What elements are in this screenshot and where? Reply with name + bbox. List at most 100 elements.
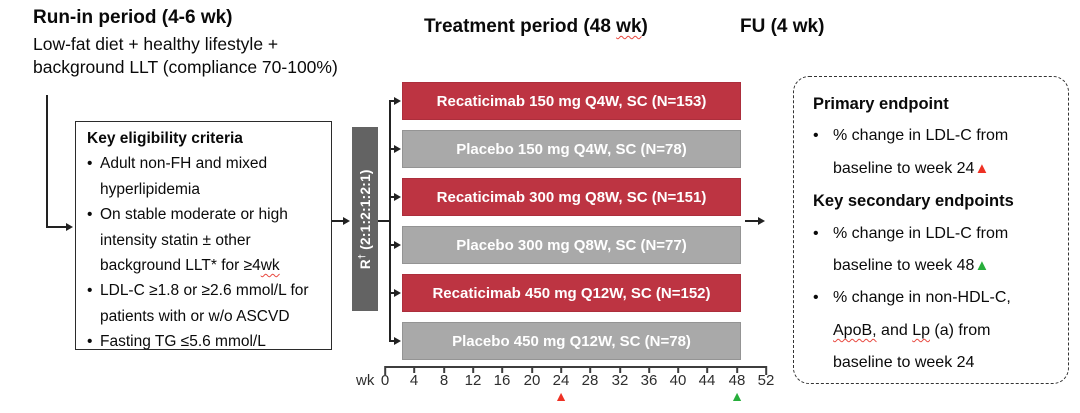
axis-tick	[443, 366, 445, 373]
box-to-rand-line	[332, 220, 344, 222]
bullet-icon: •	[87, 155, 93, 173]
branch-stub-line	[389, 292, 395, 294]
endpoint-text: (a) from	[929, 321, 991, 339]
week-axis-line	[385, 366, 766, 368]
arm-placebo-150-q4w: Placebo 150 mg Q4W, SC (N=78)	[402, 130, 741, 168]
secondary-endpoint-marker-icon: ▲	[730, 388, 744, 404]
eligibility-text: hyperlipidemia	[100, 180, 200, 198]
bullet-icon: •	[87, 333, 93, 351]
week-tick-label: 12	[464, 372, 482, 389]
week-tick-label: 4	[409, 372, 419, 389]
arms-to-panel-line	[745, 220, 759, 222]
branch-stub-line	[389, 100, 395, 102]
eligibility-item: • LDL-C ≥1.8 or ≥2.6 mmol/L for	[87, 278, 321, 303]
axis-tick	[501, 366, 503, 373]
axis-tick	[531, 366, 533, 373]
rand-to-spine-line	[378, 220, 390, 222]
axis-tick	[413, 366, 415, 373]
week-tick-label: 20	[523, 372, 541, 389]
week-tick-label: 36	[640, 372, 658, 389]
eligibility-text: LDL-C ≥1.8 or ≥2.6 mmol/L for	[100, 282, 309, 300]
randomization-bar: R† (2:1:2:1:2:1)	[352, 127, 378, 311]
box-to-rand-arrowhead-icon	[343, 216, 350, 225]
axis-tick	[619, 366, 621, 373]
endpoint-text-wavy: ApoB,	[833, 321, 877, 339]
endpoint-item-cont: baseline to week 24	[813, 347, 1054, 379]
bullet-icon: •	[813, 127, 819, 145]
endpoint-text: % change in non-HDL-C,	[833, 289, 1011, 307]
endpoints-panel: Primary endpoint • % change in LDL-C from…	[793, 76, 1069, 384]
green-triangle-icon: ▲	[974, 257, 990, 275]
axis-tick	[736, 366, 738, 373]
eligibility-item-cont: intensity statin ± other	[87, 228, 321, 253]
treatment-period-title: Treatment period (48 wk)	[424, 16, 648, 38]
axis-tick	[472, 366, 474, 373]
bullet-icon: •	[87, 282, 93, 300]
bullet-icon: •	[87, 206, 93, 224]
axis-tick	[589, 366, 591, 373]
axis-tick	[648, 366, 650, 373]
eligibility-item-cont: hyperlipidemia	[87, 177, 321, 202]
eligibility-text: Adult non-FH and mixed	[100, 155, 268, 173]
arm-placebo-300-q8w: Placebo 300 mg Q8W, SC (N=77)	[402, 226, 741, 264]
branch-stub-line	[389, 244, 395, 246]
endpoint-item: • % change in LDL-C from	[813, 218, 1054, 250]
eligibility-item: • Adult non-FH and mixed	[87, 151, 321, 176]
eligibility-box: Key eligibility criteria • Adult non-FH a…	[75, 121, 332, 350]
week-tick-label: 32	[611, 372, 629, 389]
endpoint-text: baseline to week 48	[833, 257, 975, 275]
branch-spine-line	[389, 101, 391, 341]
eligibility-text: patients with or w/o ASCVD	[100, 307, 290, 325]
endpoint-text: baseline to week 24	[833, 354, 975, 372]
eligibility-text: On stable moderate or high	[100, 206, 288, 224]
arms-to-panel-arrowhead-icon	[758, 216, 765, 225]
axis-tick	[677, 366, 679, 373]
eligibility-title: Key eligibility criteria	[87, 130, 243, 147]
endpoint-item-cont: baseline to week 48 ▲	[813, 250, 1054, 282]
branch-arrowhead-icon	[394, 96, 401, 105]
endpoint-text: and	[876, 321, 913, 339]
endpoint-item: • % change in non-HDL-C,	[813, 282, 1054, 314]
axis-tick	[560, 366, 562, 373]
week-tick-label: 24	[552, 372, 570, 389]
eligibility-text: intensity statin ± other	[100, 231, 251, 249]
branch-arrowhead-icon	[394, 192, 401, 201]
arm-placebo-450-q12w: Placebo 450 mg Q12W, SC (N=78)	[402, 322, 741, 360]
axis-tick	[706, 366, 708, 373]
eligibility-text: background LLT* for ≥4	[100, 257, 261, 275]
secondary-endpoints-title: Key secondary endpoints	[813, 192, 1014, 211]
week-tick-label: 44	[698, 372, 716, 389]
eligibility-text-wavy: wk	[260, 257, 280, 275]
branch-arrowhead-icon	[394, 288, 401, 297]
red-triangle-icon: ▲	[974, 159, 990, 177]
arm-recaticimab-450-q12w: Recaticimab 450 mg Q12W, SC (N=152)	[402, 274, 741, 312]
runin-connector-hline	[46, 226, 67, 228]
runin-connector-arrowhead-icon	[66, 222, 73, 231]
endpoint-item-cont: ApoB, and Lp (a) from	[813, 315, 1054, 347]
branch-stub-line	[389, 148, 395, 150]
randomization-ratio: (2:1:2:1:2:1)	[358, 169, 374, 254]
week-unit-label: wk	[356, 372, 375, 389]
week-tick-label: 8	[439, 372, 449, 389]
eligibility-item-cont: background LLT* for ≥4 wk	[87, 253, 321, 278]
treatment-title-text: Treatment period (48	[424, 16, 617, 37]
branch-arrowhead-icon	[394, 336, 401, 345]
primary-endpoint-title: Primary endpoint	[813, 95, 949, 113]
endpoint-text-wavy: Lp	[912, 321, 930, 339]
bullet-icon: •	[813, 289, 819, 307]
eligibility-item-cont: patients with or w/o ASCVD	[87, 304, 321, 329]
endpoint-item: • % change in LDL-C from	[813, 120, 1054, 152]
followup-period-title: FU (4 wk)	[740, 16, 825, 37]
treatment-title-close: )	[641, 16, 648, 37]
week-tick-label: 28	[581, 372, 599, 389]
eligibility-text: Fasting TG ≤5.6 mmol/L	[100, 333, 266, 351]
endpoint-text: % change in LDL-C from	[833, 127, 1009, 145]
week-tick-label: 0	[380, 372, 390, 389]
week-tick-label: 16	[493, 372, 511, 389]
axis-tick	[765, 366, 767, 375]
branch-stub-line	[389, 340, 395, 342]
week-tick-label: 48	[728, 372, 746, 389]
endpoint-text: % change in LDL-C from	[833, 224, 1009, 242]
randomization-label: R† (2:1:2:1:2:1)	[357, 169, 374, 269]
